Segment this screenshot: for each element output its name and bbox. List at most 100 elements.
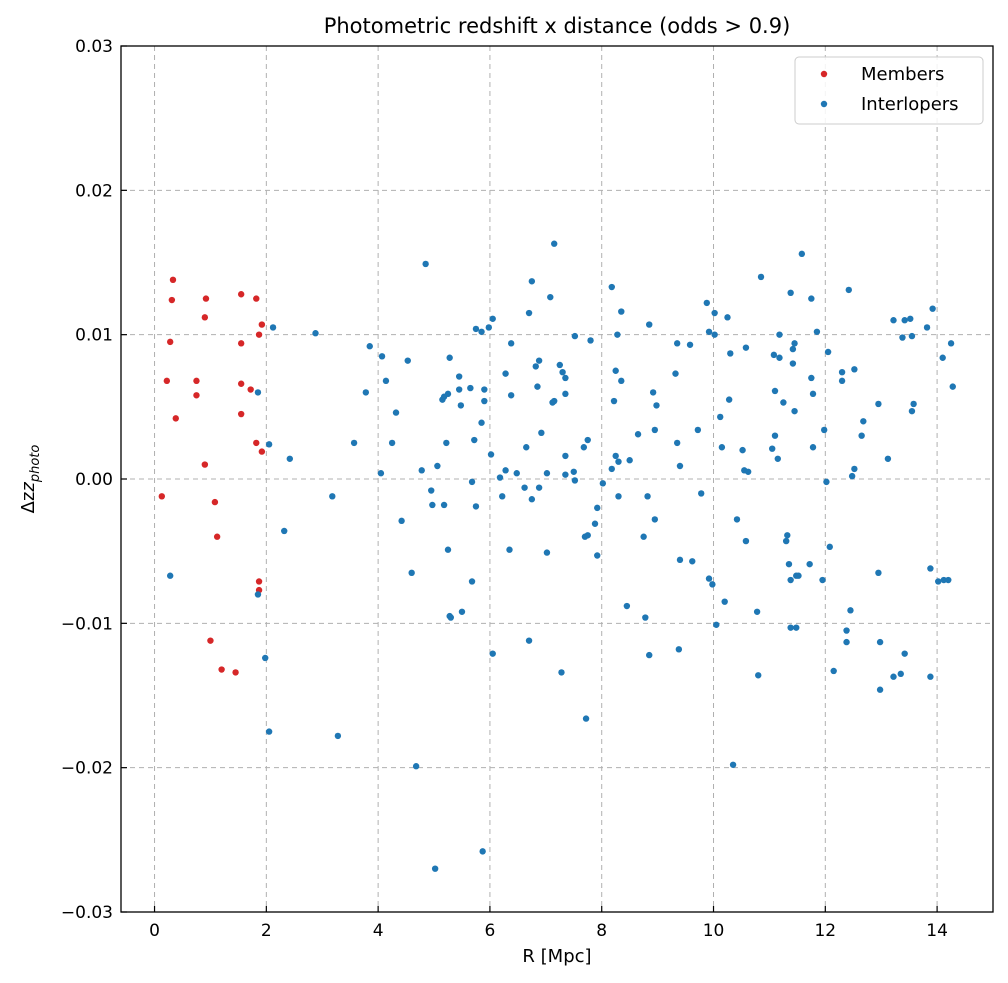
y-axis-label-subscript: photo <box>28 445 43 484</box>
y-tick-label: 0.00 <box>75 470 113 490</box>
interlopers-point <box>580 444 588 451</box>
y-axis-label-main: Δz <box>18 492 39 514</box>
legend-label-members: Members <box>861 64 944 85</box>
interlopers-point <box>166 572 174 579</box>
interlopers-point <box>556 361 563 369</box>
interlopers-point <box>571 477 579 484</box>
interlopers-point <box>571 332 579 340</box>
interlopers-point <box>350 439 358 447</box>
interlopers-point <box>408 569 415 577</box>
interlopers-point <box>848 472 856 480</box>
members-point <box>168 296 176 304</box>
interlopers-point <box>362 389 370 396</box>
interlopers-point <box>422 260 429 268</box>
interlopers-point <box>910 400 917 408</box>
interlopers-point <box>506 546 513 553</box>
interlopers-point <box>673 439 681 447</box>
interlopers-point <box>757 273 765 281</box>
interlopers-point <box>838 368 846 376</box>
interlopers-point <box>562 452 569 460</box>
interlopers-point <box>824 348 832 356</box>
members-point <box>237 410 245 418</box>
members-point <box>237 380 245 387</box>
interlopers-point <box>776 331 783 338</box>
members-point <box>172 415 179 422</box>
interlopers-point <box>787 289 794 297</box>
interlopers-point <box>717 413 724 421</box>
interlopers-point <box>254 591 262 598</box>
interlopers-point <box>398 517 405 525</box>
interlopers-point <box>587 337 594 344</box>
interlopers-point <box>262 654 269 662</box>
interlopers-point <box>286 455 294 462</box>
members-point <box>207 637 214 644</box>
y-tick-label: −0.03 <box>61 903 113 923</box>
interlopers-point <box>535 484 543 491</box>
interlopers-point <box>676 462 684 470</box>
legend: Members Interlopers <box>794 56 984 125</box>
interlopers-point <box>901 650 908 657</box>
interlopers-point <box>615 458 622 465</box>
interlopers-point <box>265 441 273 448</box>
interlopers-point <box>793 624 800 631</box>
interlopers-point <box>562 374 569 382</box>
interlopers-point <box>860 418 867 425</box>
interlopers-point <box>618 377 625 385</box>
members-point <box>163 377 171 385</box>
interlopers-point <box>478 328 485 335</box>
interlopers-point <box>523 444 530 451</box>
interlopers-point <box>525 309 533 317</box>
interlopers-point <box>608 283 615 291</box>
interlopers-point <box>851 366 858 373</box>
interlopers-point <box>897 670 904 678</box>
interlopers-point <box>729 761 737 768</box>
interlopers-point <box>649 389 657 396</box>
interlopers-point <box>499 493 506 500</box>
interlopers-point <box>472 503 480 510</box>
interlopers-point <box>791 407 798 415</box>
interlopers-point <box>686 341 694 348</box>
members-point <box>193 392 200 399</box>
interlopers-point <box>899 334 906 341</box>
legend-marker-interlopers <box>820 100 828 108</box>
interlopers-point <box>481 386 488 393</box>
interlopers-point <box>875 400 882 408</box>
members-point <box>232 669 239 676</box>
interlopers-point <box>698 490 705 497</box>
interlopers-point <box>615 493 622 500</box>
interlopers-point <box>774 455 781 462</box>
interlopers-point <box>377 470 385 477</box>
interlopers-point <box>806 560 813 568</box>
members-point <box>166 338 174 346</box>
interlopers-point <box>487 451 495 458</box>
interlopers-point <box>489 650 496 657</box>
interlopers-point <box>884 455 892 462</box>
interlopers-point <box>830 667 837 675</box>
interlopers-point <box>838 377 846 385</box>
interlopers-point <box>640 533 647 540</box>
interlopers-point <box>412 763 420 770</box>
interlopers-point <box>507 340 515 347</box>
interlopers-point <box>819 576 826 584</box>
interlopers-point <box>739 446 746 454</box>
interlopers-point <box>534 383 541 390</box>
members-point <box>253 295 260 302</box>
interlopers-point <box>935 578 942 585</box>
interlopers-point <box>809 390 817 398</box>
interlopers-point <box>535 357 543 364</box>
interlopers-point <box>791 340 798 347</box>
interlopers-point <box>507 392 515 399</box>
interlopers-point <box>608 465 615 473</box>
interlopers-point <box>612 367 619 374</box>
interlopers-point <box>254 389 262 396</box>
members-point <box>202 295 210 302</box>
y-tick-label: 0.03 <box>75 37 113 57</box>
interlopers-point <box>947 340 955 347</box>
interlopers-point <box>521 484 528 491</box>
interlopers-point <box>813 328 821 335</box>
interlopers-point <box>787 576 794 584</box>
interlopers-point <box>594 504 601 512</box>
axis-ticks: 0 2 4 6 8 10 12 14 −0.03 −0.02 −0.01 0.00 0.01 0.02 0.… <box>61 37 948 941</box>
interlopers-point <box>532 363 539 370</box>
legend-label-interlopers: Interlopers <box>861 94 959 115</box>
